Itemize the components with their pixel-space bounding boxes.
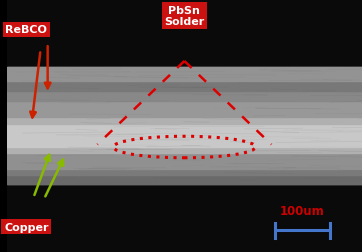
- Bar: [7, 102, 362, 117]
- Bar: [7, 147, 362, 154]
- Text: ReBCO: ReBCO: [5, 25, 47, 35]
- Bar: [7, 154, 362, 169]
- Bar: [7, 117, 362, 125]
- Bar: [7, 92, 362, 102]
- Bar: [7, 68, 362, 82]
- Bar: [7, 184, 362, 252]
- Bar: [7, 169, 362, 175]
- Bar: [7, 68, 362, 184]
- Text: PbSn
Solder: PbSn Solder: [164, 6, 205, 27]
- Text: 100um: 100um: [280, 204, 325, 217]
- Bar: [7, 125, 362, 147]
- Bar: [7, 0, 362, 68]
- Bar: [7, 82, 362, 92]
- Bar: [7, 175, 362, 184]
- Text: Copper: Copper: [4, 222, 49, 232]
